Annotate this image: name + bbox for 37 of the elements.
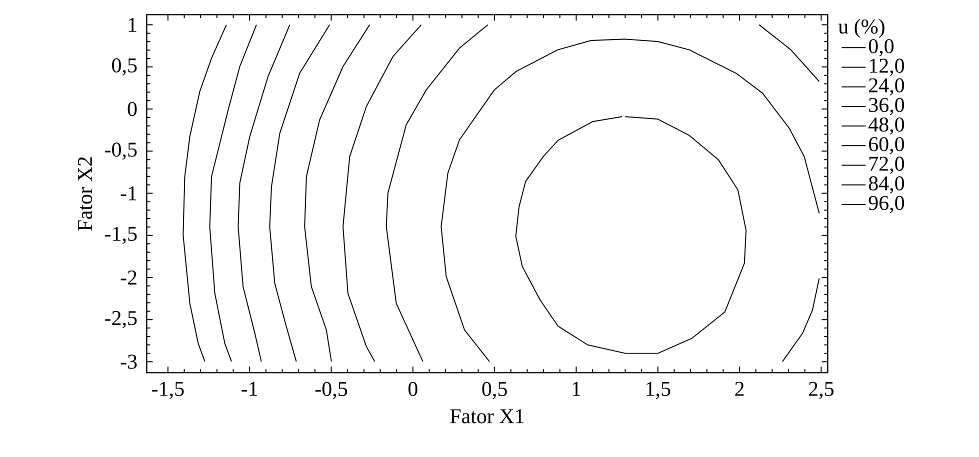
legend-label: 0,0	[868, 39, 894, 56]
line-series	[515, 116, 747, 354]
line-series	[209, 24, 257, 362]
legend-label: 84,0	[868, 176, 904, 194]
line-series	[238, 24, 290, 362]
line-series	[304, 24, 370, 362]
x-tick-label: -1	[242, 382, 258, 396]
legend-label: 72,0	[869, 156, 904, 174]
y-axis-title: Fator X2	[78, 157, 92, 231]
x-tick-label: -1,5	[152, 382, 184, 399]
y-tick-label: 0,5	[112, 58, 137, 76]
legend-label: 48,0	[868, 117, 904, 135]
x-tick-label: 0,5	[482, 382, 507, 400]
x-tick-label: -0,5	[315, 382, 348, 400]
legend-label: 36,0	[869, 98, 904, 116]
x-tick-label: 2	[735, 382, 744, 396]
y-tick-label: -2	[120, 270, 136, 284]
y-tick-label: -1	[120, 186, 136, 200]
legend-label: 24,0	[869, 78, 904, 96]
x-tick-label: 1	[572, 382, 580, 396]
y-tick-label: -1,5	[105, 226, 137, 244]
legend-label: 12,0	[870, 58, 904, 76]
legend-label: 60,0	[869, 137, 904, 154]
line-series	[269, 24, 330, 362]
legend-label: 96,0	[868, 196, 904, 214]
x-tick-label: 2,5	[808, 382, 834, 400]
x-axis-title: Fator X1	[450, 409, 524, 424]
y-tick-label: 1	[128, 18, 136, 32]
line-series	[342, 24, 422, 362]
x-tick-label: 1,5	[646, 382, 670, 399]
y-tick-label: -2,5	[105, 311, 137, 328]
y-tick-label: -3	[120, 354, 137, 369]
y-tick-label: 0	[128, 102, 137, 116]
y-tick-label: -0,5	[105, 142, 137, 160]
x-tick-label: 0	[408, 382, 418, 396]
legend-title: u (%)	[838, 18, 884, 38]
line-series	[182, 24, 227, 362]
